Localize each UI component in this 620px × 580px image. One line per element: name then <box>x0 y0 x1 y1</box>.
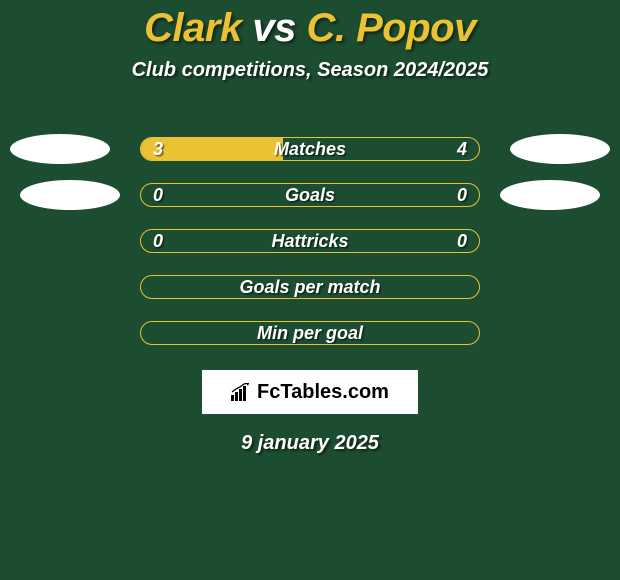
stat-bar: 3 Matches 4 <box>140 137 480 161</box>
stat-label: Matches <box>141 138 479 161</box>
stat-row: Goals per match <box>0 264 620 310</box>
stat-row: 0 Goals 0 <box>0 172 620 218</box>
brand-text: FcTables.com <box>257 381 389 404</box>
stat-label: Goals <box>141 184 479 207</box>
stat-row: 0 Hattricks 0 <box>0 218 620 264</box>
stat-label: Goals per match <box>141 276 479 299</box>
player2-disc <box>500 180 600 210</box>
stat-row: Min per goal <box>0 310 620 356</box>
stat-label: Hattricks <box>141 230 479 253</box>
stat-bar: Goals per match <box>140 275 480 299</box>
stat-row: 3 Matches 4 <box>0 126 620 172</box>
comparison-infographic: Clark vs C. Popov Club competitions, Sea… <box>0 6 620 580</box>
brand-box: FcTables.com <box>202 370 418 414</box>
bar-chart-icon <box>231 383 253 401</box>
player2-disc <box>510 134 610 164</box>
player2-name: C. Popov <box>306 6 475 50</box>
stat-bar: 0 Hattricks 0 <box>140 229 480 253</box>
stat-rows: 3 Matches 4 0 Goals 0 0 Hattrick <box>0 126 620 356</box>
stat-right-value: 4 <box>457 138 467 161</box>
stat-bar: 0 Goals 0 <box>140 183 480 207</box>
stat-right-value: 0 <box>457 184 467 207</box>
page-title: Clark vs C. Popov <box>0 6 620 51</box>
subtitle: Club competitions, Season 2024/2025 <box>0 59 620 82</box>
player1-name: Clark <box>144 6 242 50</box>
stat-right-value: 0 <box>457 230 467 253</box>
stat-label: Min per goal <box>141 322 479 345</box>
title-vs: vs <box>252 6 296 50</box>
date-text: 9 january 2025 <box>0 432 620 455</box>
player1-disc <box>20 180 120 210</box>
player1-disc <box>10 134 110 164</box>
stat-bar: Min per goal <box>140 321 480 345</box>
